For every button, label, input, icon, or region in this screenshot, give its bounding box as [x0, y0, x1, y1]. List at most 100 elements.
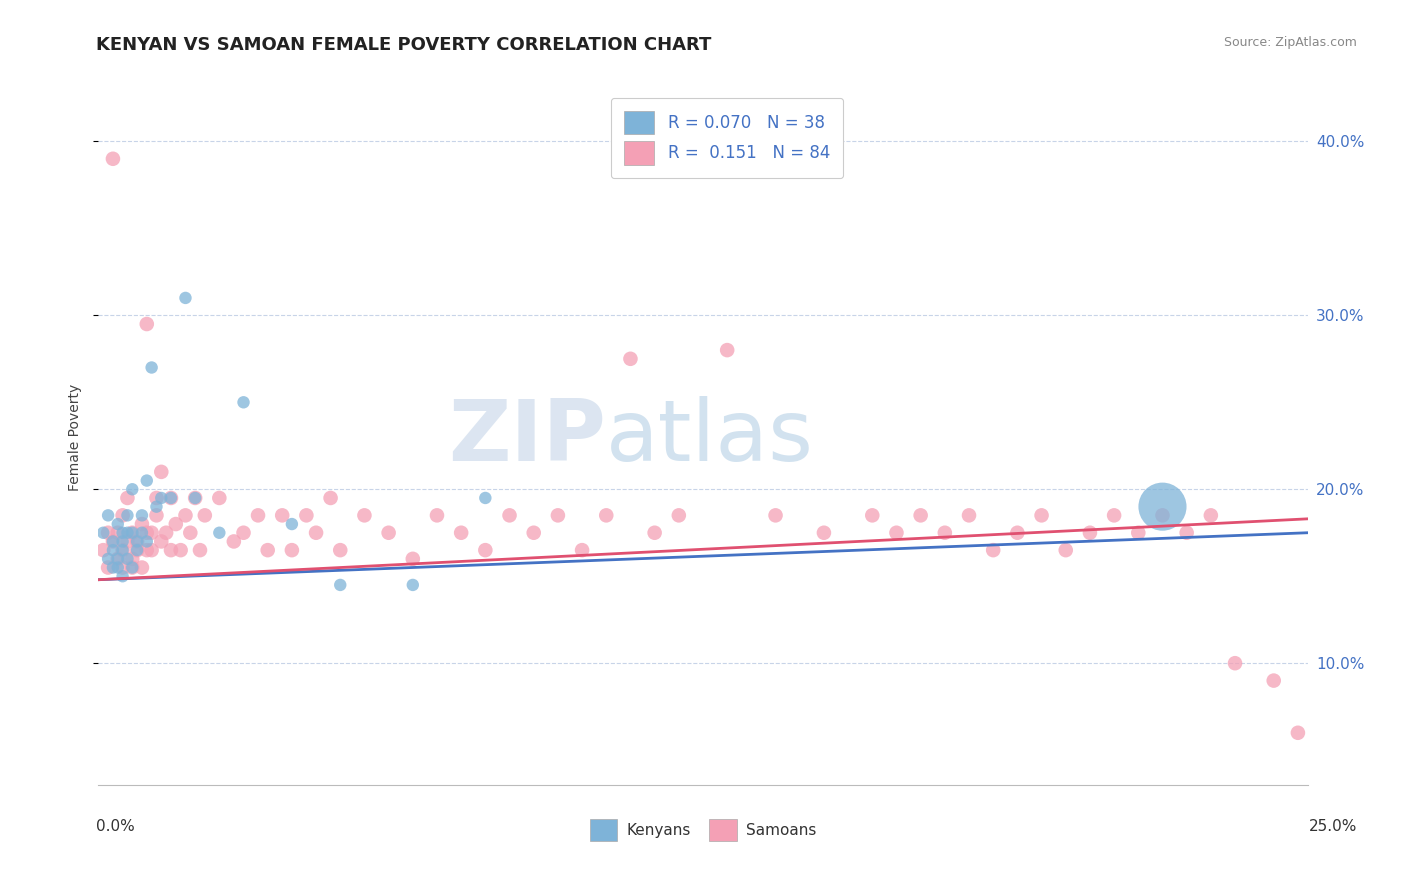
- Point: [131, 508, 153, 523]
- Point: [121, 482, 143, 496]
- Text: 0.0%: 0.0%: [96, 819, 135, 834]
- Point: [107, 516, 129, 531]
- Point: [155, 525, 177, 540]
- Point: [107, 551, 129, 566]
- Point: [222, 534, 245, 549]
- Point: [150, 534, 173, 549]
- Point: [117, 551, 139, 566]
- Point: [131, 560, 153, 574]
- Point: [281, 543, 304, 558]
- Legend: Kenyans, Samoans: Kenyans, Samoans: [583, 813, 823, 847]
- Point: [117, 525, 139, 540]
- Point: [131, 525, 153, 540]
- Point: [256, 543, 278, 558]
- Point: [160, 491, 183, 505]
- Point: [1152, 508, 1174, 523]
- Point: [184, 491, 207, 505]
- Point: [127, 534, 149, 549]
- Point: [247, 508, 270, 523]
- Point: [135, 474, 157, 488]
- Point: [1007, 525, 1029, 540]
- Point: [145, 508, 167, 523]
- Point: [1054, 543, 1077, 558]
- Point: [765, 508, 787, 523]
- Point: [619, 351, 641, 366]
- Point: [117, 508, 139, 523]
- Point: [145, 500, 167, 514]
- Point: [886, 525, 908, 540]
- Point: [107, 525, 129, 540]
- Point: [1152, 500, 1174, 514]
- Point: [117, 491, 139, 505]
- Point: [1031, 508, 1053, 523]
- Point: [644, 525, 666, 540]
- Point: [121, 525, 143, 540]
- Point: [150, 491, 173, 505]
- Point: [179, 525, 201, 540]
- Point: [295, 508, 318, 523]
- Point: [111, 569, 134, 583]
- Point: [194, 508, 217, 523]
- Point: [1199, 508, 1222, 523]
- Point: [174, 508, 197, 523]
- Point: [91, 543, 114, 558]
- Point: [957, 508, 980, 523]
- Point: [474, 543, 496, 558]
- Point: [101, 534, 124, 549]
- Point: [1128, 525, 1150, 540]
- Point: [160, 491, 183, 505]
- Point: [97, 560, 120, 574]
- Point: [111, 525, 134, 540]
- Point: [101, 543, 124, 558]
- Point: [184, 491, 207, 505]
- Point: [981, 543, 1004, 558]
- Point: [329, 578, 352, 592]
- Point: [934, 525, 956, 540]
- Point: [498, 508, 520, 523]
- Point: [150, 465, 173, 479]
- Point: [281, 516, 304, 531]
- Point: [426, 508, 449, 523]
- Point: [91, 525, 114, 540]
- Point: [101, 534, 124, 549]
- Point: [474, 491, 496, 505]
- Point: [377, 525, 399, 540]
- Point: [121, 560, 143, 574]
- Text: atlas: atlas: [606, 395, 814, 479]
- Point: [1078, 525, 1101, 540]
- Point: [111, 508, 134, 523]
- Y-axis label: Female Poverty: Female Poverty: [69, 384, 83, 491]
- Point: [571, 543, 593, 558]
- Point: [910, 508, 932, 523]
- Point: [97, 508, 120, 523]
- Point: [402, 578, 425, 592]
- Point: [121, 551, 143, 566]
- Point: [716, 343, 738, 357]
- Point: [860, 508, 883, 523]
- Point: [111, 543, 134, 558]
- Point: [141, 543, 163, 558]
- Point: [97, 525, 120, 540]
- Point: [1223, 657, 1246, 671]
- Point: [1263, 673, 1285, 688]
- Point: [135, 543, 157, 558]
- Point: [595, 508, 617, 523]
- Point: [402, 551, 425, 566]
- Point: [1175, 525, 1198, 540]
- Text: KENYAN VS SAMOAN FEMALE POVERTY CORRELATION CHART: KENYAN VS SAMOAN FEMALE POVERTY CORRELAT…: [96, 36, 711, 54]
- Point: [97, 551, 120, 566]
- Point: [208, 525, 231, 540]
- Point: [305, 525, 328, 540]
- Point: [101, 152, 124, 166]
- Point: [271, 508, 294, 523]
- Text: 25.0%: 25.0%: [1309, 819, 1357, 834]
- Point: [107, 560, 129, 574]
- Point: [145, 491, 167, 505]
- Point: [135, 534, 157, 549]
- Point: [523, 525, 546, 540]
- Point: [160, 543, 183, 558]
- Point: [208, 491, 231, 505]
- Point: [121, 560, 143, 574]
- Point: [329, 543, 352, 558]
- Point: [141, 525, 163, 540]
